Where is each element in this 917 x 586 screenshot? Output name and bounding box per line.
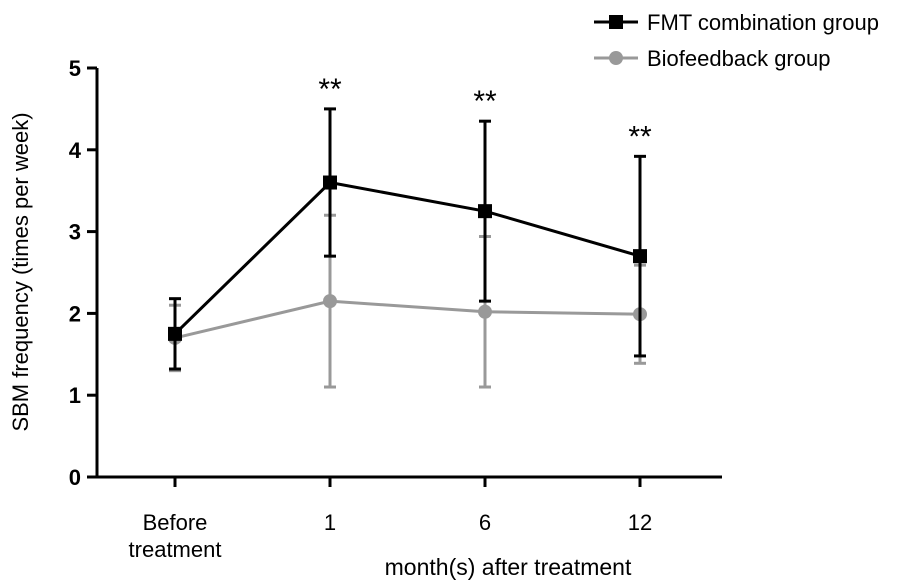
legend-marker-square <box>609 15 623 29</box>
x-tick-label: Before treatment <box>129 510 222 562</box>
y-axis-label: SBM frequency (times per week) <box>8 112 33 431</box>
legend-marker-circle <box>609 51 623 65</box>
legend: FMT combination group Biofeedback group <box>594 10 879 71</box>
y-tick-label: 0 <box>69 465 81 490</box>
data-point <box>168 326 182 341</box>
y-tick-label: 3 <box>69 220 81 245</box>
y-tick-label: 2 <box>69 301 81 326</box>
series-1 <box>168 213 647 389</box>
y-tick-label: 5 <box>69 56 81 81</box>
data-point <box>478 304 492 319</box>
x-tick-label-line: Before <box>143 510 208 535</box>
data-point <box>478 204 492 219</box>
data-point <box>323 294 337 309</box>
x-tick-label: 1 <box>324 510 336 535</box>
significance-annotation: ** <box>628 120 652 153</box>
x-tick-label: 6 <box>479 510 491 535</box>
series-line <box>174 299 641 340</box>
x-axis-label: month(s) after treatment <box>385 554 632 580</box>
significance-annotation: ** <box>473 85 497 118</box>
data-point <box>323 175 337 190</box>
series-0 <box>168 107 647 371</box>
data-point <box>633 249 647 264</box>
x-tick-label-line: treatment <box>129 537 222 562</box>
x-tick-label: 12 <box>628 510 652 535</box>
y-tick-label: 4 <box>69 138 82 163</box>
legend-label: Biofeedback group <box>647 46 830 71</box>
y-tick-label: 1 <box>69 383 81 408</box>
series-line <box>173 180 641 335</box>
legend-label: FMT combination group <box>647 10 879 35</box>
significance-annotation: ** <box>318 73 342 106</box>
